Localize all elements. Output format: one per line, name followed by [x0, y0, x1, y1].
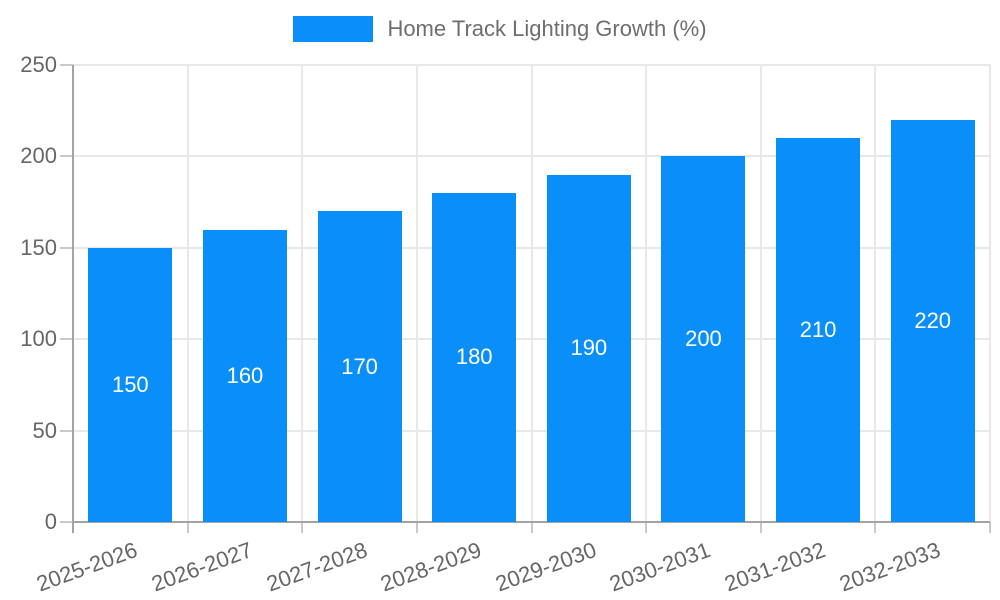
- x-tick-label: 2025-2026: [33, 537, 141, 597]
- x-tick-label: 2032-2033: [835, 537, 944, 597]
- bar-value-label: 220: [914, 307, 952, 333]
- gridline-vertical: [530, 65, 533, 522]
- bar-2029-2030[interactable]: [546, 174, 631, 522]
- y-tick-label: 0: [44, 509, 57, 534]
- y-axis-tick: [60, 155, 73, 158]
- x-tick-label: 2026-2027: [148, 537, 256, 597]
- x-axis-tick: [186, 522, 189, 533]
- bar-2025-2026[interactable]: [88, 247, 173, 522]
- legend[interactable]: Home Track Lighting Growth (%): [0, 13, 1000, 45]
- y-axis-tick: [60, 429, 73, 432]
- y-tick-label: 150: [20, 234, 57, 260]
- x-axis-tick: [759, 522, 762, 533]
- y-tick-label: 50: [32, 417, 57, 443]
- bar-value-label: 180: [455, 344, 493, 370]
- gridline-vertical: [415, 65, 418, 522]
- bar-value-label: 170: [341, 353, 378, 379]
- y-axis-tick: [60, 521, 73, 523]
- y-tick-label: 100: [20, 326, 57, 352]
- bar-2028-2029[interactable]: [432, 192, 517, 522]
- gridline-vertical: [874, 65, 877, 522]
- gridline-vertical: [759, 65, 762, 522]
- gridline-vertical: [989, 65, 991, 522]
- bar-value-label: 150: [111, 371, 149, 397]
- bar-2030-2031[interactable]: [661, 156, 746, 522]
- y-axis-tick: [60, 338, 73, 341]
- y-tick-label: 200: [20, 143, 57, 169]
- gridline-vertical: [645, 65, 648, 522]
- x-axis-tick: [989, 522, 991, 533]
- bar-2027-2028[interactable]: [317, 211, 402, 522]
- legend-label: Home Track Lighting Growth (%): [387, 16, 707, 41]
- gridline-vertical: [186, 65, 189, 522]
- bar-2032-2033[interactable]: [890, 119, 975, 522]
- bar-2026-2027[interactable]: [202, 229, 287, 522]
- x-axis-tick: [874, 522, 877, 533]
- y-tick-label: 250: [20, 52, 57, 77]
- legend-swatch: [293, 16, 374, 42]
- x-tick-label: 2027-2028: [262, 537, 371, 597]
- x-axis-tick: [530, 522, 533, 533]
- y-axis-tick: [60, 64, 73, 66]
- x-axis-line: [73, 521, 990, 523]
- bar-value-label: 210: [799, 317, 837, 343]
- x-axis-tick: [645, 522, 648, 533]
- x-axis-tick: [415, 522, 418, 533]
- bar-value-label: 190: [570, 335, 608, 361]
- gridline-vertical: [301, 65, 304, 522]
- x-axis-tick: [301, 522, 304, 533]
- x-tick-label: 2028-2029: [377, 537, 485, 597]
- x-tick-label: 2031-2032: [721, 537, 829, 597]
- y-axis-tick: [60, 246, 73, 249]
- x-tick-label: 2029-2030: [491, 537, 600, 597]
- x-tick-label: 2030-2031: [606, 537, 714, 597]
- bar-value-label: 200: [685, 326, 722, 352]
- bar-value-label: 160: [226, 362, 264, 388]
- bar-2031-2032[interactable]: [776, 138, 861, 522]
- y-axis-line: [72, 65, 74, 533]
